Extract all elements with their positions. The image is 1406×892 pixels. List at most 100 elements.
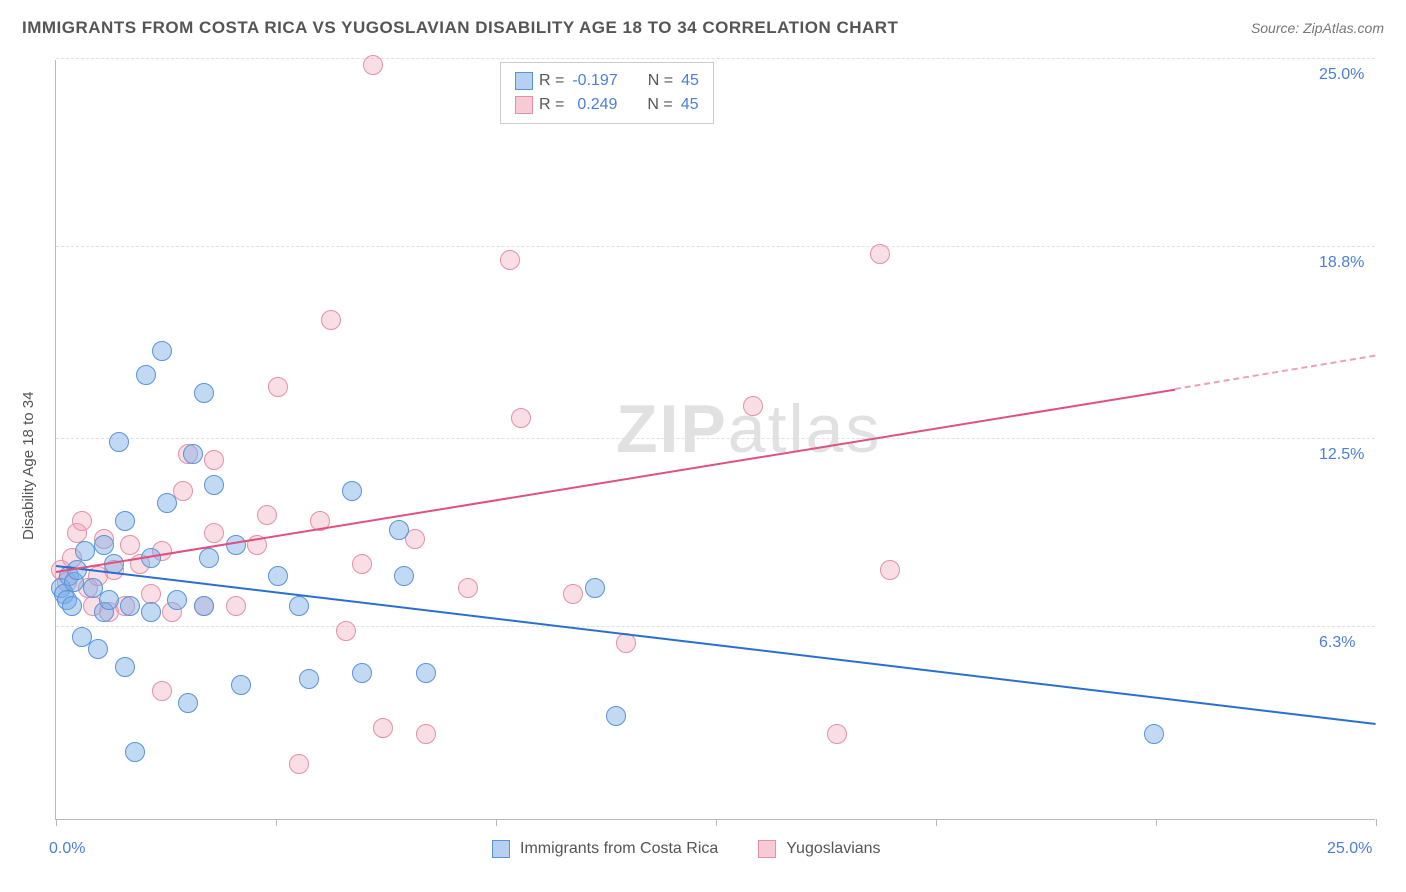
correlation-legend: R = -0.197 N = 45 R = 0.249 N = 45 bbox=[500, 62, 714, 124]
data-point bbox=[125, 742, 145, 762]
r-label: R = bbox=[539, 72, 564, 90]
data-point bbox=[606, 706, 626, 726]
data-point bbox=[109, 432, 129, 452]
series-legend: Immigrants from Costa Rica Yugoslavians bbox=[492, 840, 881, 858]
trend-line bbox=[1175, 355, 1376, 390]
data-point bbox=[257, 505, 277, 525]
swatch-blue-icon bbox=[515, 72, 533, 90]
data-point bbox=[352, 554, 372, 574]
n-label: N = bbox=[648, 72, 673, 90]
watermark-bold: ZIP bbox=[616, 391, 728, 467]
data-point bbox=[204, 475, 224, 495]
source-prefix: Source: bbox=[1251, 20, 1303, 36]
legend-label-pink: Yugoslavians bbox=[786, 840, 880, 858]
data-point bbox=[289, 596, 309, 616]
chart-title: IMMIGRANTS FROM COSTA RICA VS YUGOSLAVIA… bbox=[22, 18, 898, 38]
data-point bbox=[268, 566, 288, 586]
data-point bbox=[416, 724, 436, 744]
data-point bbox=[115, 657, 135, 677]
data-point bbox=[394, 566, 414, 586]
gridline bbox=[56, 246, 1375, 247]
gridline bbox=[56, 626, 1375, 627]
y-tick-label: 12.5% bbox=[1319, 446, 1364, 464]
data-point bbox=[141, 584, 161, 604]
data-point bbox=[458, 578, 478, 598]
data-point bbox=[120, 535, 140, 555]
data-point bbox=[94, 535, 114, 555]
data-point bbox=[373, 718, 393, 738]
data-point bbox=[743, 396, 763, 416]
data-point bbox=[880, 560, 900, 580]
x-tick-label: 0.0% bbox=[49, 840, 85, 858]
data-point bbox=[62, 596, 82, 616]
data-point bbox=[226, 596, 246, 616]
data-point bbox=[194, 596, 214, 616]
legend-label-blue: Immigrants from Costa Rica bbox=[520, 840, 718, 858]
chart-plot-area: ZIPatlas bbox=[55, 60, 1375, 820]
data-point bbox=[120, 596, 140, 616]
swatch-pink-icon bbox=[758, 840, 776, 858]
swatch-blue-icon bbox=[492, 840, 510, 858]
data-point bbox=[500, 250, 520, 270]
gridline bbox=[56, 58, 1375, 59]
data-point bbox=[389, 520, 409, 540]
data-point bbox=[363, 55, 383, 75]
r-value-pink: 0.249 bbox=[577, 96, 617, 114]
gridline bbox=[56, 438, 1375, 439]
y-tick-label: 6.3% bbox=[1319, 634, 1355, 652]
data-point bbox=[194, 383, 214, 403]
data-point bbox=[99, 590, 119, 610]
data-point bbox=[204, 523, 224, 543]
data-point bbox=[321, 310, 341, 330]
y-tick-label: 25.0% bbox=[1319, 66, 1364, 84]
data-point bbox=[115, 511, 135, 531]
x-tick bbox=[936, 819, 937, 826]
data-point bbox=[136, 365, 156, 385]
x-tick bbox=[56, 819, 57, 826]
legend-row-pink: R = 0.249 N = 45 bbox=[515, 93, 699, 117]
r-value-blue: -0.197 bbox=[572, 72, 617, 90]
data-point bbox=[75, 541, 95, 561]
x-tick bbox=[716, 819, 717, 826]
x-tick bbox=[276, 819, 277, 826]
x-tick-label: 25.0% bbox=[1327, 840, 1372, 858]
data-point bbox=[152, 341, 172, 361]
data-point bbox=[870, 244, 890, 264]
data-point bbox=[299, 669, 319, 689]
y-tick-label: 18.8% bbox=[1319, 254, 1364, 272]
x-tick bbox=[496, 819, 497, 826]
data-point bbox=[827, 724, 847, 744]
data-point bbox=[231, 675, 251, 695]
y-axis-label: Disability Age 18 to 34 bbox=[20, 392, 37, 540]
data-point bbox=[226, 535, 246, 555]
trend-line bbox=[56, 565, 1376, 725]
source-name: ZipAtlas.com bbox=[1303, 20, 1384, 36]
swatch-pink-icon bbox=[515, 96, 533, 114]
data-point bbox=[88, 639, 108, 659]
data-point bbox=[585, 578, 605, 598]
legend-row-blue: R = -0.197 N = 45 bbox=[515, 69, 699, 93]
data-point bbox=[352, 663, 372, 683]
data-point bbox=[167, 590, 187, 610]
n-label: N = bbox=[647, 96, 672, 114]
data-point bbox=[336, 621, 356, 641]
n-value-blue: 45 bbox=[681, 72, 699, 90]
n-value-pink: 45 bbox=[681, 96, 699, 114]
data-point bbox=[289, 754, 309, 774]
data-point bbox=[511, 408, 531, 428]
data-point bbox=[152, 681, 172, 701]
x-tick bbox=[1156, 819, 1157, 826]
data-point bbox=[268, 377, 288, 397]
r-label: R = bbox=[539, 96, 564, 114]
data-point bbox=[342, 481, 362, 501]
data-point bbox=[183, 444, 203, 464]
data-point bbox=[178, 693, 198, 713]
data-point bbox=[72, 511, 92, 531]
source-attribution: Source: ZipAtlas.com bbox=[1251, 20, 1384, 36]
data-point bbox=[416, 663, 436, 683]
data-point bbox=[1144, 724, 1164, 744]
data-point bbox=[204, 450, 224, 470]
data-point bbox=[141, 602, 161, 622]
data-point bbox=[199, 548, 219, 568]
x-tick bbox=[1376, 819, 1377, 826]
